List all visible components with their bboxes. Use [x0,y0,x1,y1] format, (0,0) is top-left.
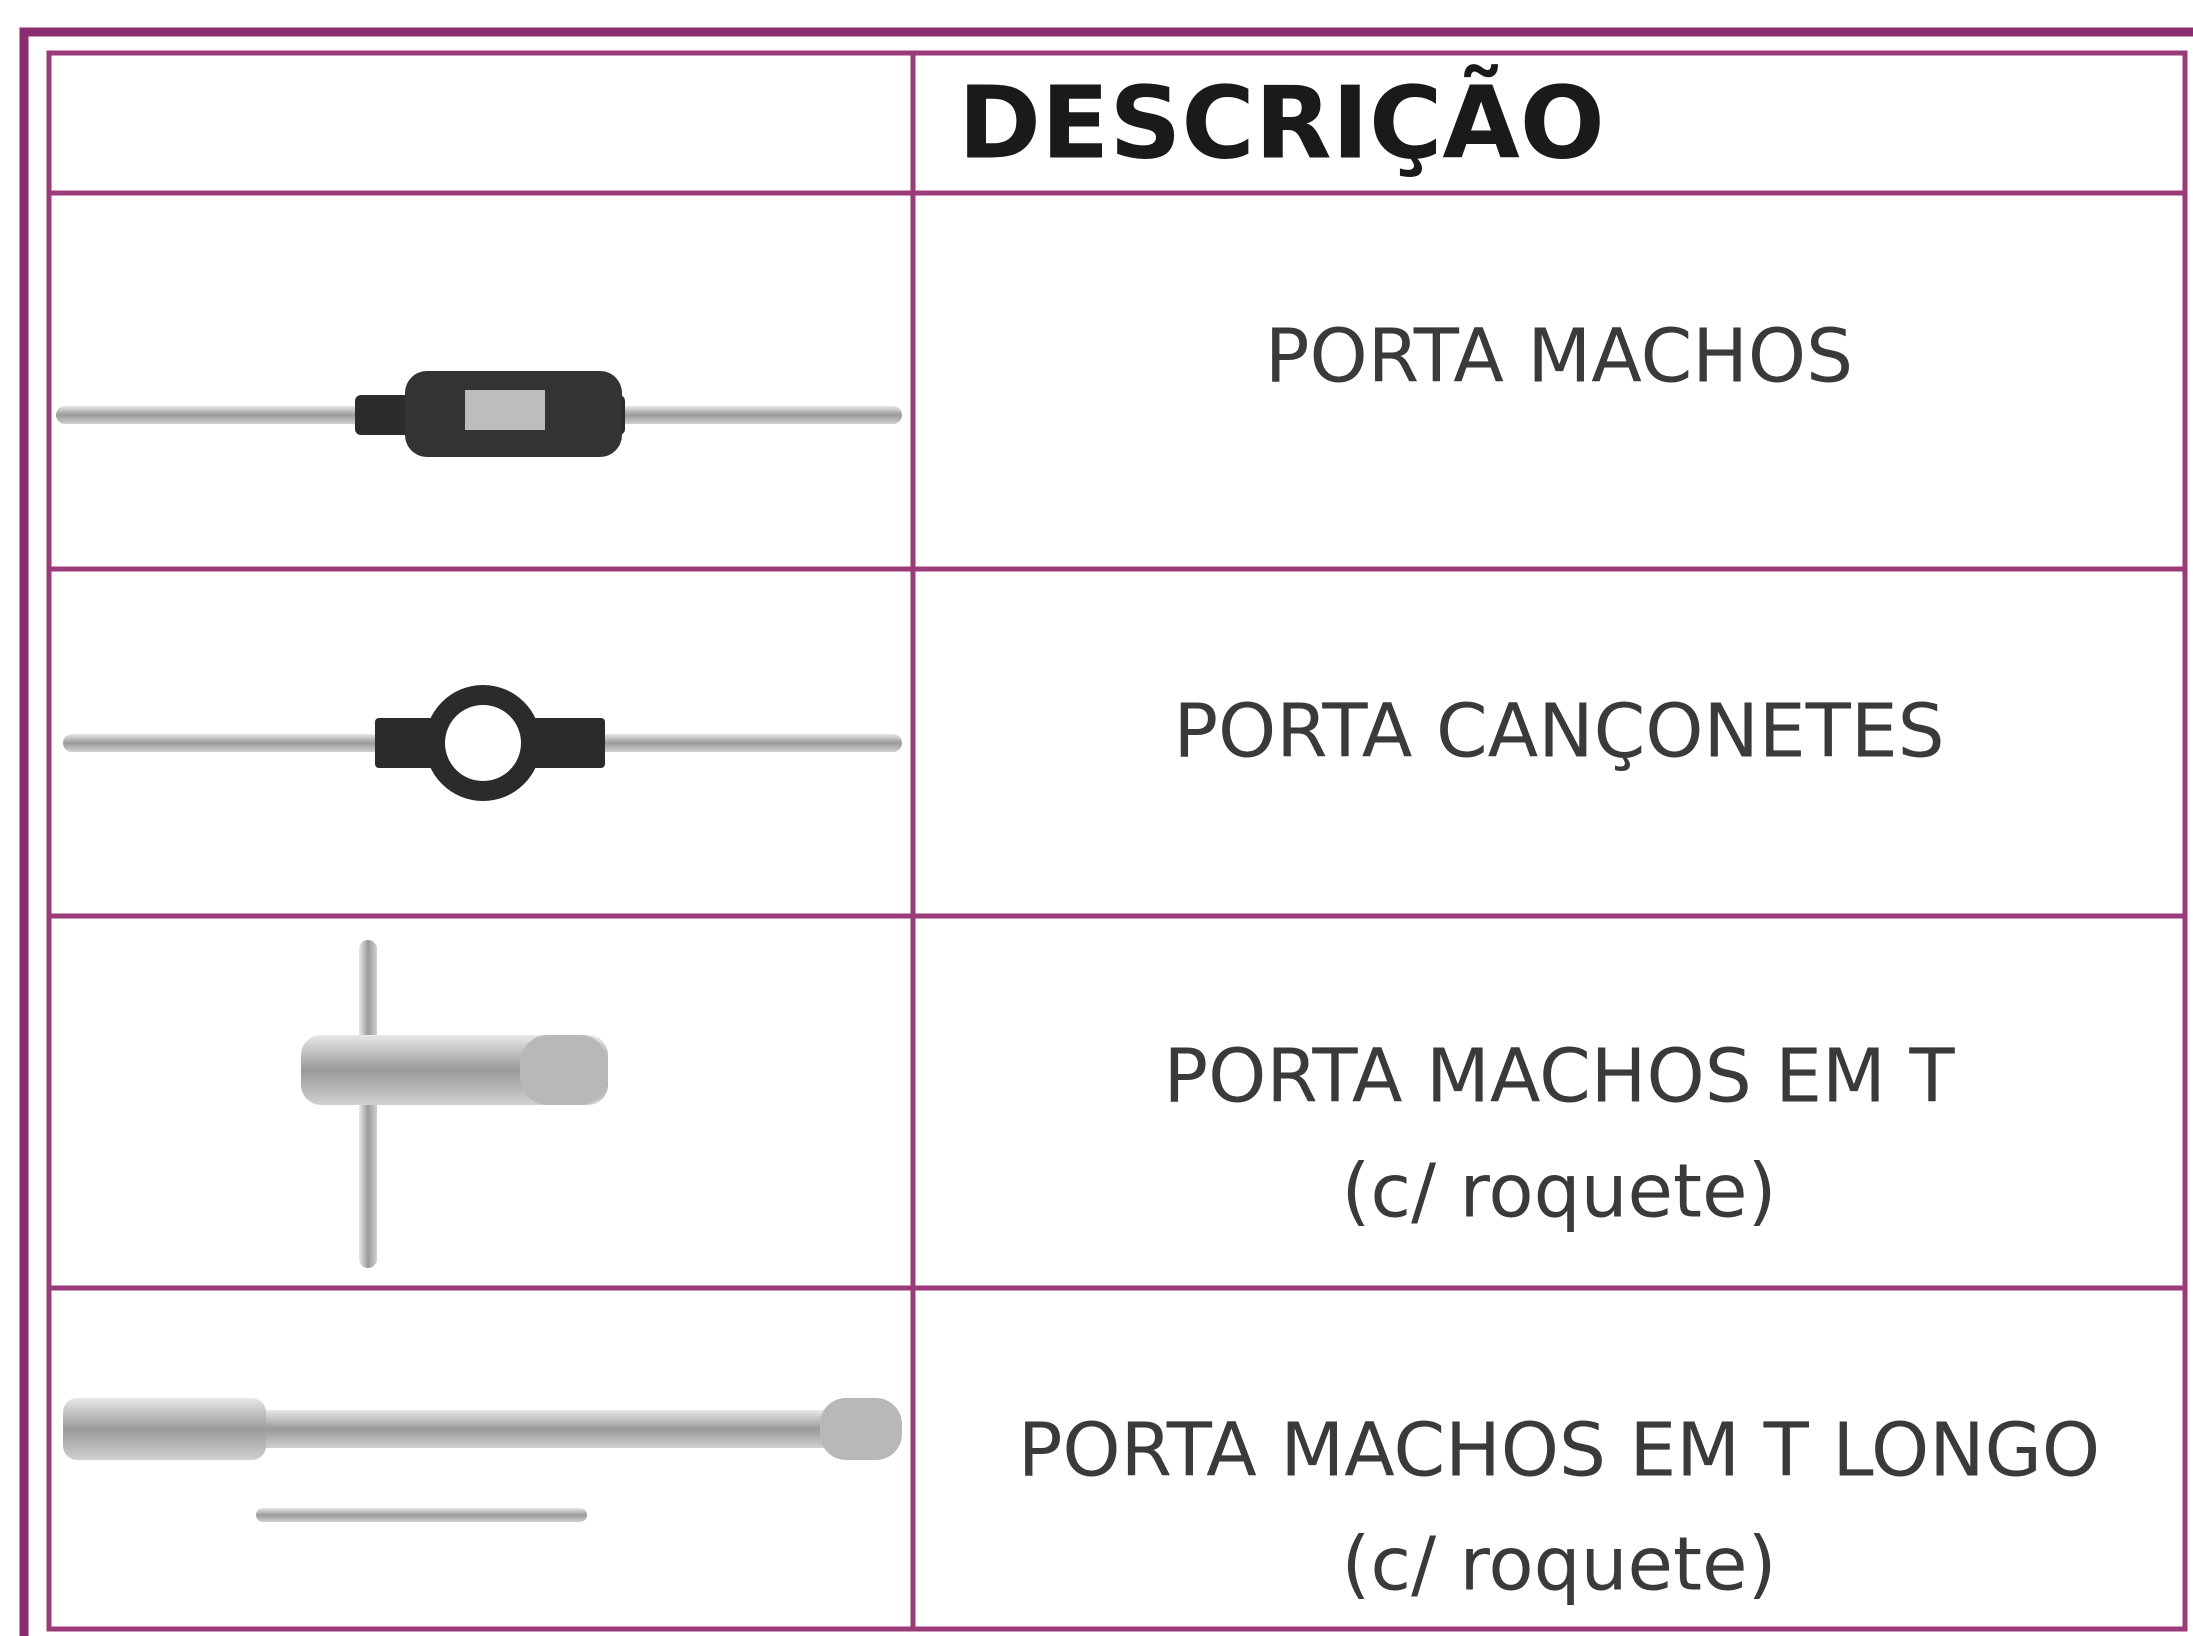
row-description: (c/ roquete) [1342,1522,1777,1608]
t-tap-wrench-image [301,940,608,1268]
row-description: PORTA CANÇONETES [1173,689,1944,775]
header-title: DESCRIÇÃO [958,64,1605,181]
row-description: (c/ roquete) [1342,1149,1777,1235]
table-grid [46,50,2188,1632]
long-tap-wrench-image [63,1398,902,1522]
row-description: PORTA MACHOS [1265,314,1853,400]
tap-wrench-image [56,371,902,457]
outer-frame [19,27,2193,1636]
die-holder-image [63,685,902,801]
row-description: PORTA MACHOS EM T [1163,1034,1955,1120]
row-description: PORTA MACHOS EM T LONGO [1018,1408,2100,1494]
